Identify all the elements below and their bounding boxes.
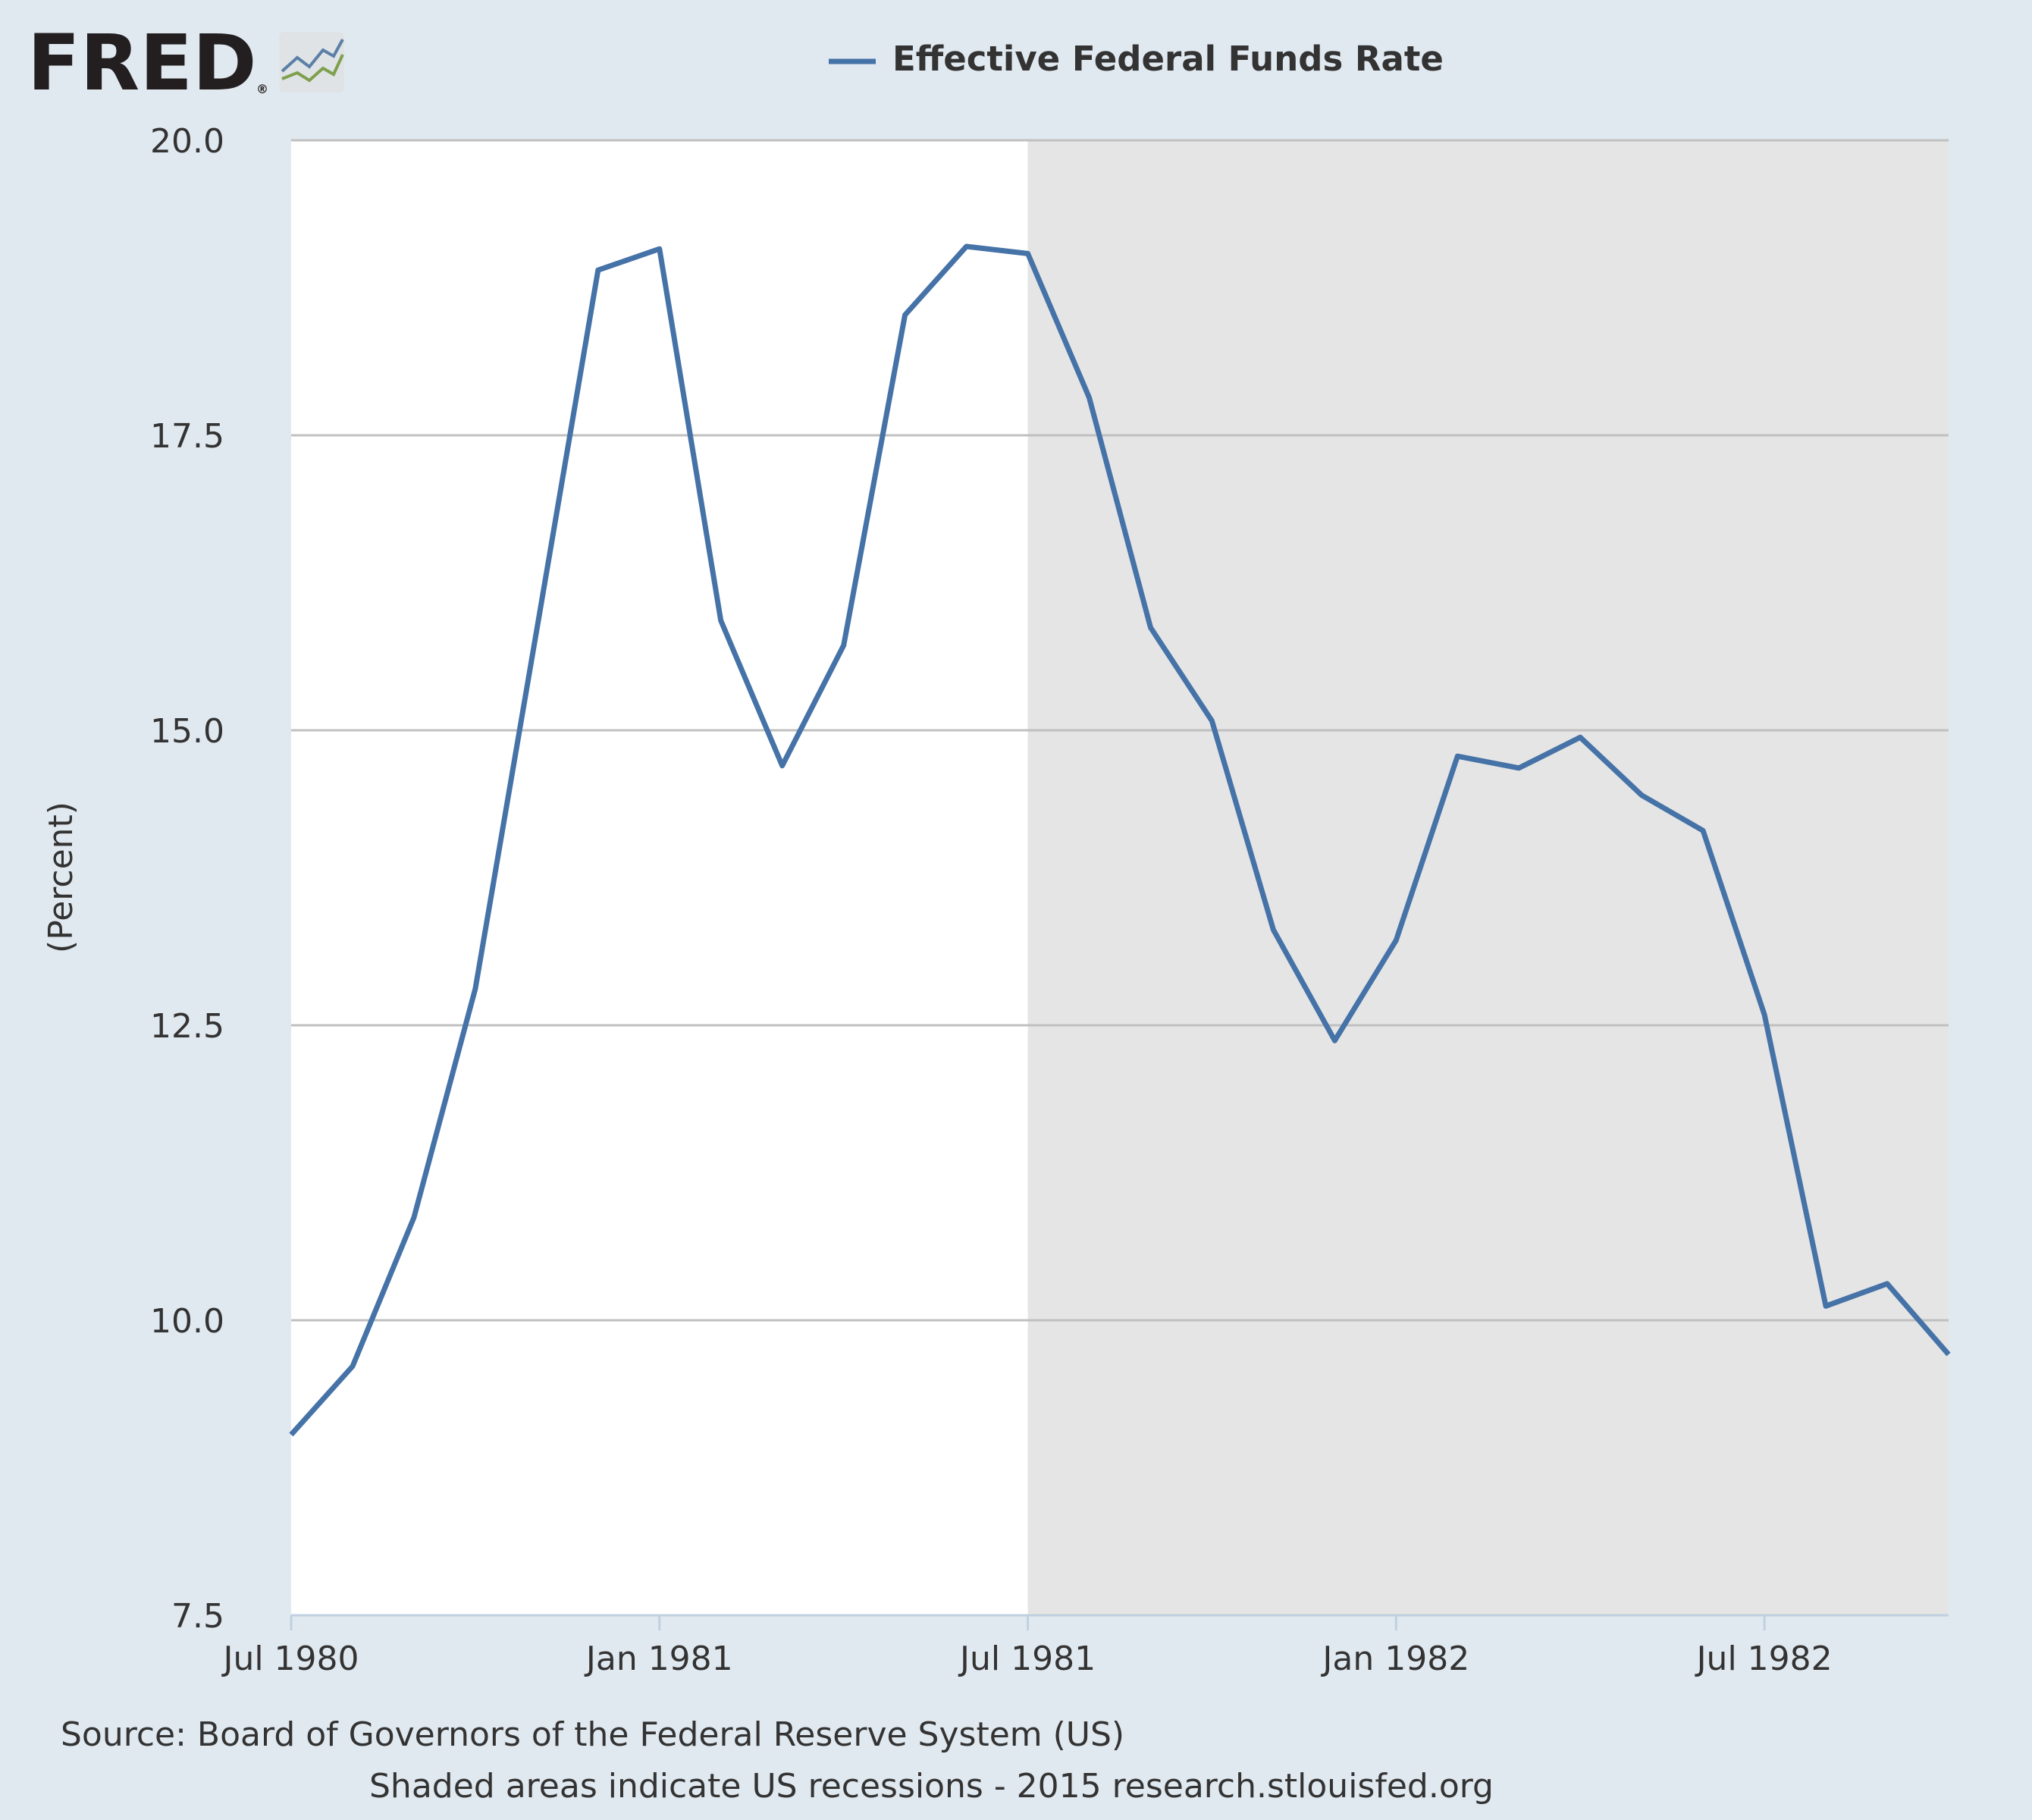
x-tick-labels: Jul 1980 Jan 1981 Jul 1981 Jan 1982 Jul 1982: [221, 1640, 1832, 1678]
x-tick-label: Jan 1982: [1320, 1640, 1469, 1678]
y-tick-label: 10.0: [150, 1302, 224, 1341]
x-tick-label: Jan 1981: [584, 1640, 733, 1678]
y-tick-label: 17.5: [150, 417, 224, 456]
chart-line-icon: [279, 32, 344, 93]
gridlines: [291, 139, 1949, 1322]
fred-logo[interactable]: FRED ®: [27, 18, 344, 108]
x-tick-label: Jul 1981: [958, 1640, 1096, 1678]
recession-band-0: [1027, 140, 1949, 1615]
logo-registered-mark: ®: [256, 82, 268, 96]
x-tick-label: Jul 1982: [1695, 1640, 1833, 1678]
logo-text: FRED: [27, 18, 257, 108]
series: [289, 243, 1951, 1437]
axes: [290, 1614, 1949, 1630]
source-note: Source: Board of Governors of the Federa…: [61, 1715, 1124, 1754]
recession-note: Shaded areas indicate US recessions - 20…: [369, 1767, 1494, 1806]
y-tick-label: 20.0: [150, 122, 224, 161]
x-tick-label: Jul 1980: [221, 1640, 359, 1678]
legend: Effective Federal Funds Rate: [829, 39, 1444, 79]
recession-shading: [1027, 140, 1949, 1615]
legend-series-label: Effective Federal Funds Rate: [892, 39, 1444, 79]
y-tick-labels: 20.0 17.5 15.0 12.5 10.0 7.5: [150, 122, 224, 1636]
y-tick-label: 7.5: [171, 1597, 224, 1636]
y-tick-label: 12.5: [150, 1007, 224, 1046]
y-axis-title: (Percent): [42, 802, 80, 953]
series-line-0: [289, 243, 1951, 1437]
y-tick-label: 15.0: [150, 712, 224, 751]
